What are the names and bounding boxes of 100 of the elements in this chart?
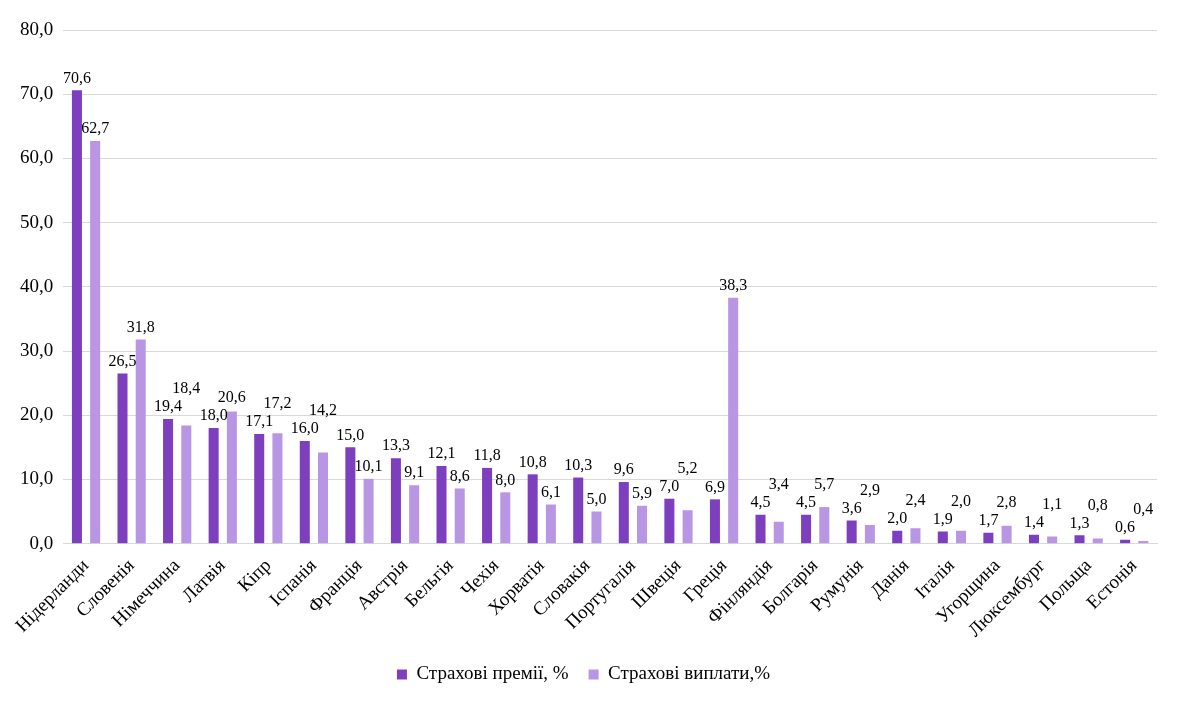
bar: [208, 428, 219, 544]
bar: [181, 425, 192, 544]
data-label: 8,0: [495, 470, 516, 488]
data-label: 14,2: [309, 401, 338, 419]
data-label: 70,6: [62, 68, 91, 86]
y-tick-label: 10,0: [20, 467, 54, 489]
legend-label: Страхові премії, %: [416, 662, 569, 684]
bar: [318, 452, 329, 544]
bar: [864, 525, 875, 544]
legend-label: Страхові виплати,%: [608, 662, 771, 684]
bar: [1028, 534, 1039, 544]
bar: [819, 507, 830, 544]
bar: [254, 433, 265, 544]
data-label: 0,8: [1087, 495, 1108, 513]
bar: [983, 532, 994, 544]
bar: [801, 514, 812, 544]
bar: [846, 520, 857, 544]
data-label: 15,0: [336, 425, 365, 443]
bar: [892, 530, 903, 544]
data-label: 10,8: [518, 452, 547, 470]
bar: [71, 90, 82, 544]
data-label: 2,0: [887, 509, 908, 527]
data-label: 0,6: [1115, 518, 1136, 536]
bar: [1047, 536, 1058, 544]
data-label: 17,1: [245, 412, 274, 430]
data-label: 6,1: [540, 482, 561, 500]
data-label: 38,3: [719, 275, 748, 293]
data-label: 17,2: [263, 394, 292, 412]
bar: [454, 488, 465, 544]
data-label: 5,9: [632, 483, 653, 501]
data-label: 3,4: [768, 474, 789, 492]
bar: [545, 504, 556, 544]
data-label: 1,9: [932, 509, 953, 527]
bar: [500, 492, 511, 544]
data-label: 18,4: [172, 379, 201, 397]
data-label: 1,3: [1069, 513, 1090, 531]
data-label: 2,0: [951, 491, 972, 509]
data-label: 4,5: [750, 492, 771, 510]
data-label: 31,8: [126, 317, 155, 335]
bar: [773, 521, 784, 544]
bar: [163, 419, 174, 544]
data-label: 6,9: [704, 477, 725, 495]
bar: [117, 373, 128, 544]
bar: [226, 411, 237, 544]
data-label: 1,1: [1042, 494, 1063, 512]
data-label: 4,5: [796, 492, 817, 510]
bar: [755, 514, 766, 544]
data-label: 19,4: [154, 397, 183, 415]
bar: [1074, 535, 1085, 544]
y-tick-label: 60,0: [20, 146, 54, 168]
y-tick-label: 40,0: [20, 274, 54, 296]
data-label: 0,4: [1133, 500, 1154, 518]
bar: [682, 510, 693, 544]
bar: [409, 485, 420, 544]
data-label: 12,1: [427, 444, 456, 462]
bar: [363, 478, 374, 544]
data-label: 5,7: [814, 474, 835, 492]
data-label: 9,1: [404, 463, 425, 481]
bar: [299, 440, 310, 544]
data-label: 2,8: [996, 492, 1017, 510]
data-label: 62,7: [81, 119, 110, 137]
y-tick-label: 20,0: [20, 403, 54, 425]
bar: [345, 447, 356, 544]
y-tick-label: 80,0: [20, 17, 54, 39]
y-tick-label: 50,0: [20, 210, 54, 232]
data-label: 13,3: [381, 436, 410, 454]
bar: [664, 498, 675, 544]
data-label: 1,4: [1023, 512, 1044, 530]
bar: [937, 531, 948, 544]
bar: [591, 511, 602, 544]
data-label: 20,6: [217, 388, 246, 406]
data-label: 18,0: [199, 406, 228, 424]
bar: [1001, 525, 1012, 544]
data-label: 7,0: [659, 476, 680, 494]
data-label: 2,4: [905, 491, 926, 509]
data-label: 5,0: [586, 489, 607, 507]
bar: [272, 433, 283, 544]
data-label: 5,2: [677, 458, 698, 476]
bar: [956, 530, 967, 544]
bar: [436, 465, 447, 544]
bar: [618, 482, 629, 544]
data-label: 1,7: [978, 510, 999, 528]
bar: [728, 297, 739, 544]
data-label: 3,6: [841, 498, 862, 516]
data-label: 10,3: [564, 455, 593, 473]
data-label: 9,6: [613, 460, 634, 478]
bar: [910, 528, 921, 544]
y-tick-label: 30,0: [20, 339, 54, 361]
data-label: 8,6: [449, 466, 470, 484]
bar: [527, 474, 538, 544]
bar: [709, 499, 720, 544]
y-tick-label: 70,0: [20, 82, 54, 104]
bar: [1138, 541, 1149, 544]
data-label: 11,8: [473, 446, 501, 464]
bar: [573, 477, 584, 544]
bar: [135, 339, 146, 544]
y-tick-label: 0,0: [29, 531, 54, 553]
data-label: 2,9: [859, 480, 880, 498]
bar: [90, 141, 101, 544]
bar: [482, 467, 493, 544]
